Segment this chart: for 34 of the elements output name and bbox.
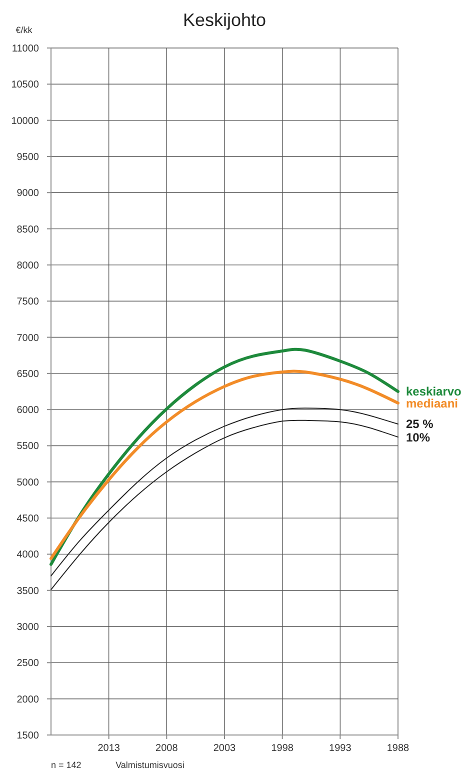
y-tick-label: 10000: [11, 116, 40, 127]
series-label: keskiarvo: [406, 384, 462, 399]
y-tick-label: 10500: [11, 80, 40, 91]
y-tick-label: 2500: [16, 658, 40, 670]
y-tick-label: 4000: [16, 550, 40, 561]
x-tick-label: 2008: [156, 743, 178, 754]
y-tick-label: 7000: [16, 332, 40, 344]
y-tick-label: 7500: [16, 296, 40, 308]
x-tick-label: 1993: [329, 743, 352, 754]
y-tick-label: 8000: [16, 260, 40, 272]
y-tick-label: 1500: [16, 730, 40, 742]
series-label: mediaani: [406, 396, 458, 411]
series-label: 25 %: [406, 417, 434, 432]
y-tick-label: 8500: [16, 224, 40, 236]
y-tick-label: 5500: [16, 441, 40, 452]
x-tick-label: 2003: [213, 743, 236, 754]
series-label: 10%: [406, 430, 430, 444]
y-tick-label: 11000: [12, 44, 40, 54]
x-tick-label: 1998: [271, 743, 294, 754]
y-tick-label: 6000: [16, 405, 40, 416]
y-tick-label: 9000: [16, 188, 40, 200]
y-tick-label: 9500: [16, 152, 40, 163]
y-tick-label: 3500: [16, 586, 40, 597]
x-axis-title: Valmistumisvuosi: [116, 760, 184, 770]
x-tick-label: 2013: [98, 743, 120, 754]
y-axis-title: €/kk: [16, 25, 33, 35]
y-tick-label: 3000: [16, 622, 40, 634]
chart-title: Keskijohto: [182, 10, 266, 30]
y-tick-label: 6500: [16, 368, 40, 380]
y-tick-label: 2000: [16, 694, 40, 706]
x-tick-label: 1988: [386, 743, 410, 754]
text: n = 142: [51, 760, 82, 770]
y-tick-label: 5000: [16, 477, 40, 488]
y-tick-label: 4500: [16, 514, 40, 525]
